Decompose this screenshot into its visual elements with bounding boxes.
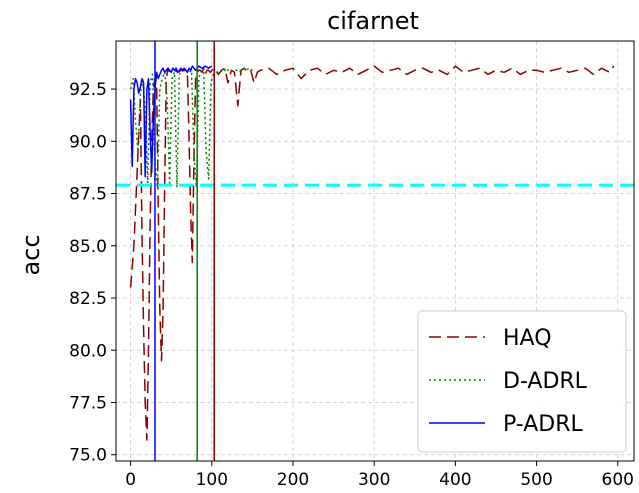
legend-label-haq: HAQ	[503, 326, 552, 351]
legend: HAQ D-ADRL P-ADRL	[417, 310, 627, 453]
legend-label-p-adrl: P-ADRL	[503, 412, 584, 437]
series-line-haq	[129, 65, 615, 441]
y-axis-label: acc	[17, 234, 45, 275]
x-tick-label: 100	[196, 470, 228, 490]
x-tick-label: 300	[358, 470, 390, 490]
series-line-p-adrl	[129, 65, 213, 178]
y-tick-label: 85.0	[69, 237, 107, 257]
x-tick-label: 0	[125, 470, 136, 490]
chart-title: cifarnet	[327, 7, 419, 35]
axes: 0 100 200 300 400 500 600 75.0 77.5 80.0 82.5 85.0 8…	[69, 40, 635, 490]
plot-area	[116, 41, 634, 461]
y-tick-label: 87.5	[69, 185, 107, 205]
x-tick-label: 500	[520, 470, 552, 490]
axes-frame	[115, 40, 635, 462]
x-tick-label: 400	[439, 470, 471, 490]
y-tick-label: 90.0	[69, 132, 107, 152]
y-tick-label: 82.5	[69, 289, 107, 309]
gridlines	[116, 41, 634, 461]
x-tick-label: 600	[602, 470, 634, 490]
y-tick-label: 80.0	[69, 341, 107, 361]
y-tick-label: 92.5	[69, 80, 107, 100]
y-tick-label: 75.0	[69, 446, 107, 466]
legend-label-d-adrl: D-ADRL	[503, 369, 588, 394]
y-tick-label: 77.5	[69, 393, 107, 413]
x-tick-label: 200	[277, 470, 309, 490]
legend-box	[417, 310, 627, 453]
